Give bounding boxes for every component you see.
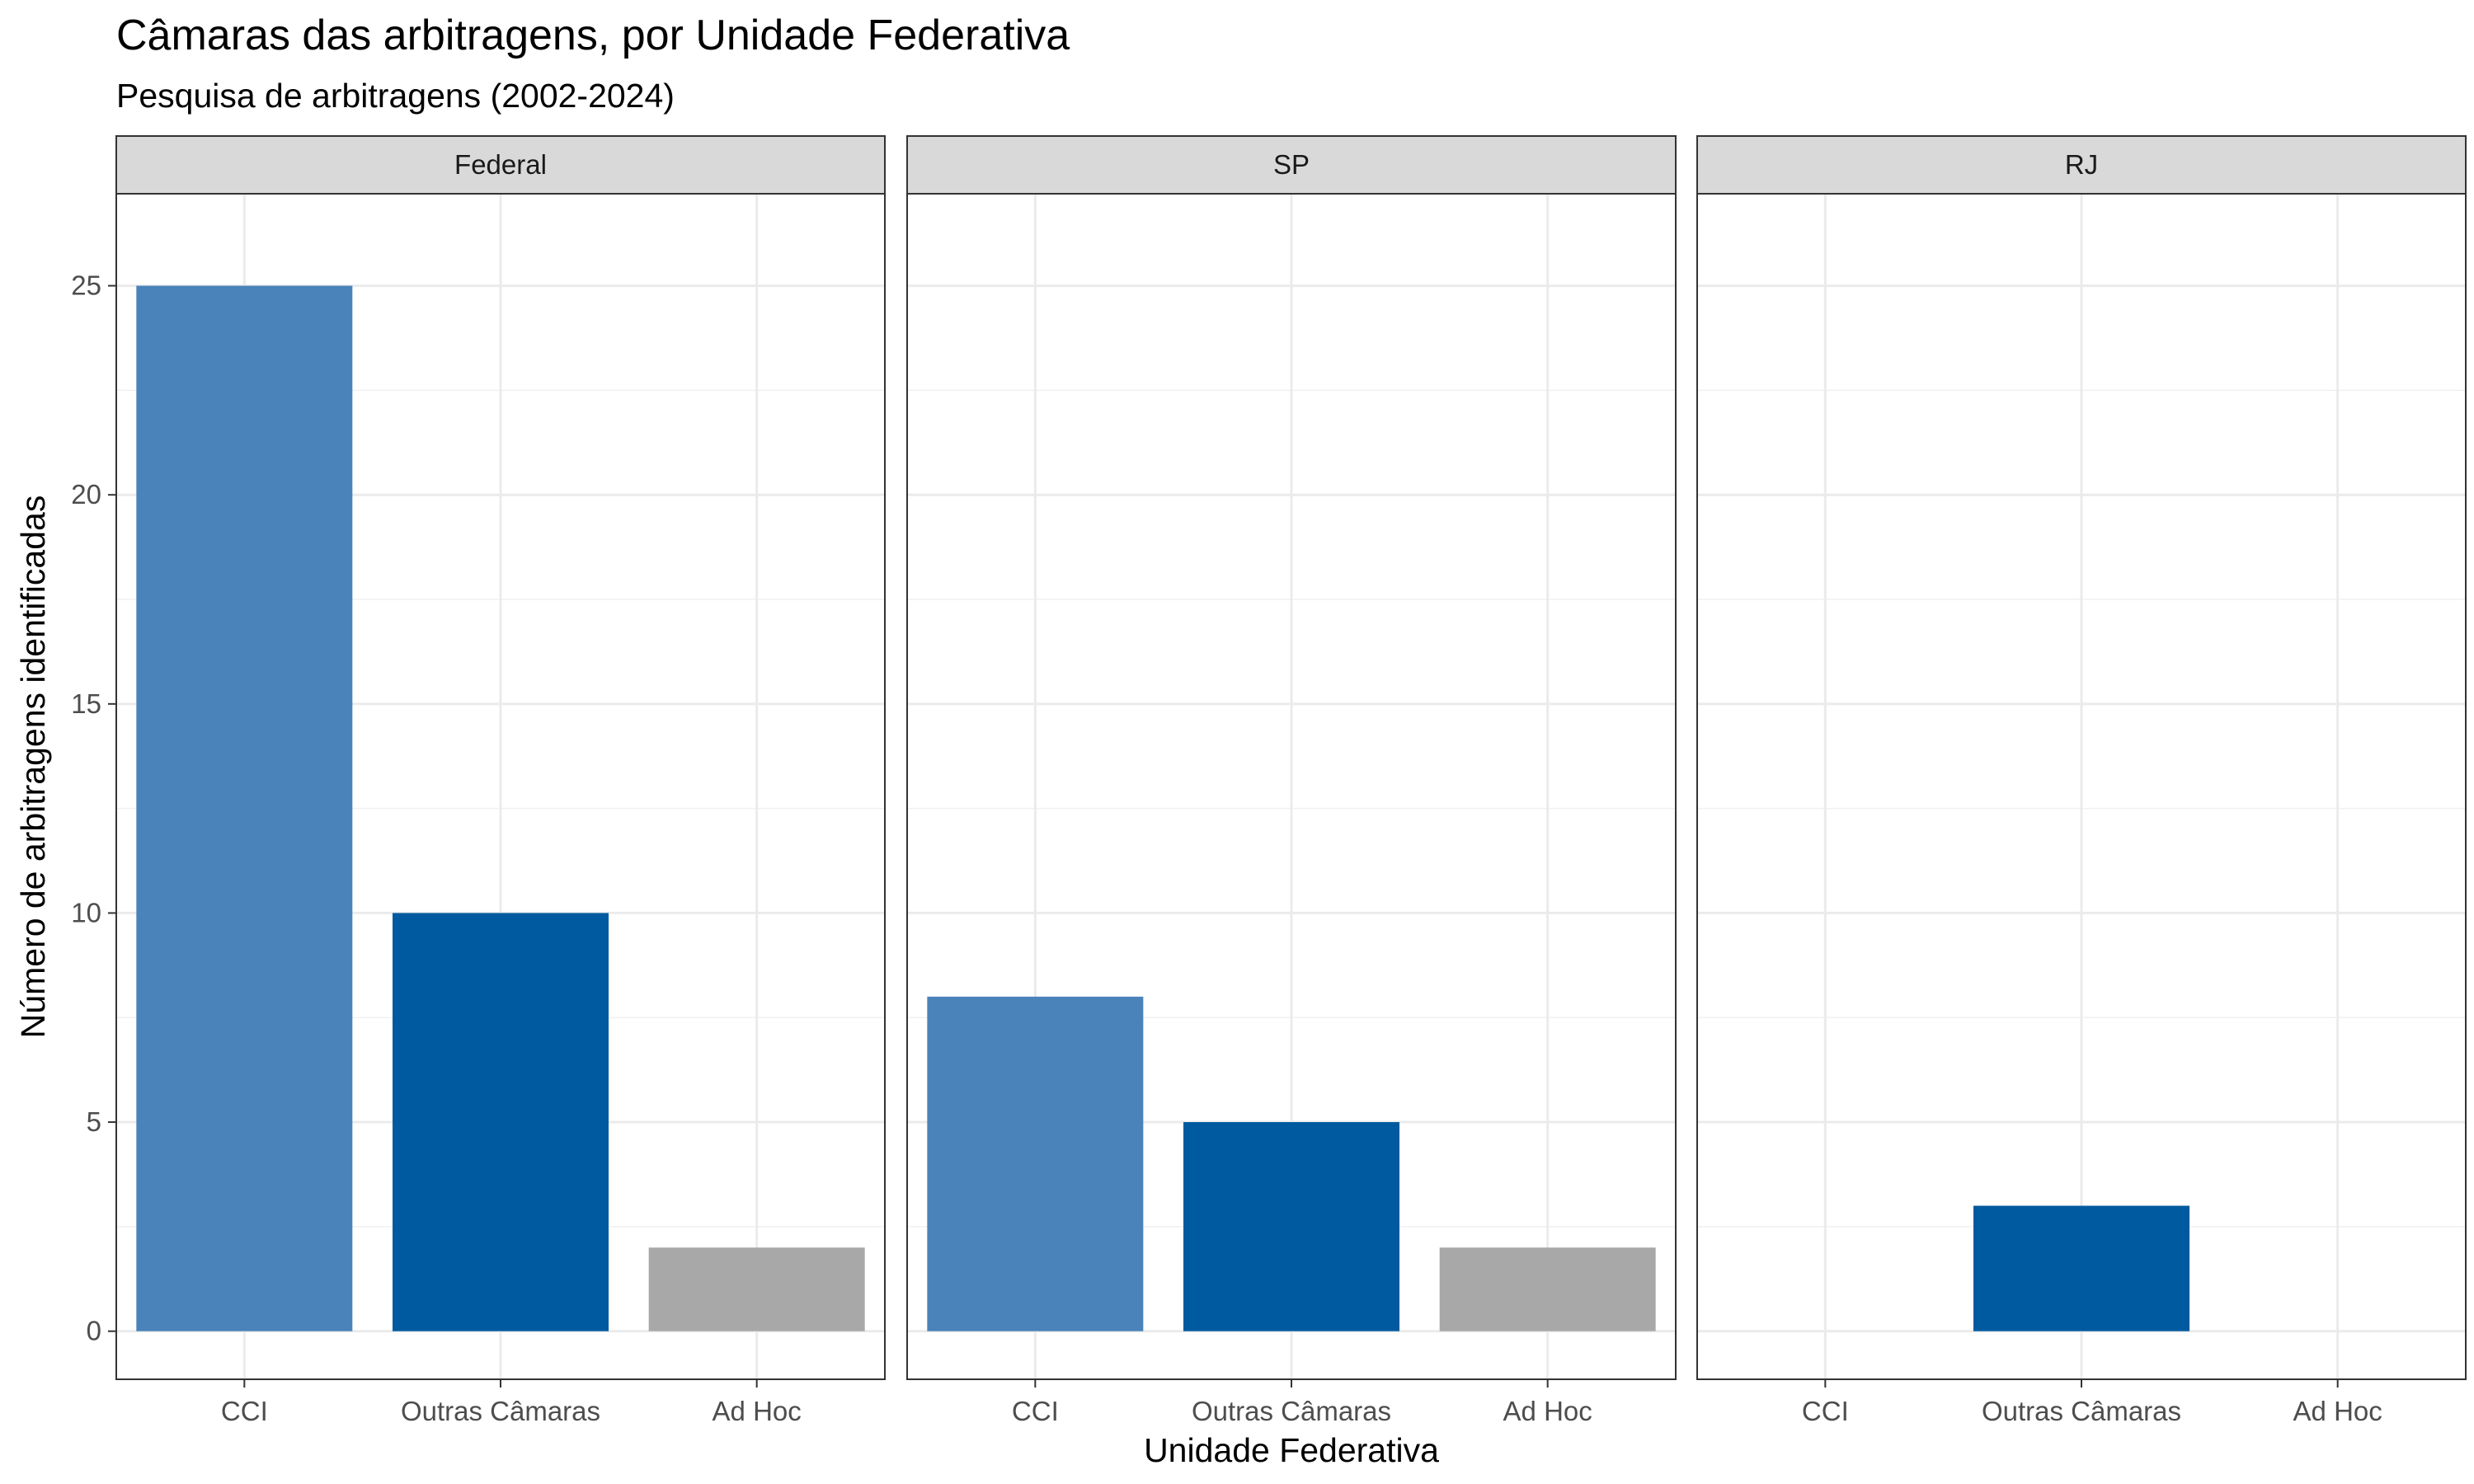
x-tick-label: Outras Câmaras [1982, 1396, 2181, 1426]
x-tick-label: Ad Hoc [713, 1396, 802, 1426]
x-tick-label: Ad Hoc [2293, 1396, 2382, 1426]
x-tick-label: CCI [1802, 1396, 1849, 1426]
bar-sp-ad-hoc [1439, 1247, 1656, 1331]
chart-subtitle: Pesquisa de arbitragens (2002-2024) [116, 77, 675, 115]
y-axis-title: Número de arbitragens identificadas [14, 495, 52, 1039]
facet-panels: Federal CCI Outras Câmaras Ad Hoc 0 5 10 15 20 25… [71, 135, 2467, 1426]
bar-sp-outras-c-maras [1183, 1122, 1399, 1331]
chart-title: Câmaras das arbitragens, por Unidade Fed… [116, 12, 1070, 59]
facet-panel-federal: Federal CCI Outras Câmaras Ad Hoc 0 5 10 15 20 25 [71, 135, 886, 1426]
strip-background [1696, 135, 2467, 195]
y-tick-label: 15 [71, 688, 101, 719]
y-tick-label: 20 [71, 479, 101, 510]
facet-panel-sp: SP CCI Outras Câmaras Ad Hoc [906, 135, 1677, 1426]
bar-federal-ad-hoc [648, 1247, 865, 1331]
x-tick-label: CCI [1012, 1396, 1059, 1426]
x-tick-label: Outras Câmaras [401, 1396, 600, 1426]
y-tick-label: 10 [71, 897, 101, 928]
x-tick-label: Ad Hoc [1503, 1396, 1592, 1426]
bar-federal-outras-c-maras [393, 913, 609, 1331]
strip-background [906, 135, 1677, 195]
facet-label: SP [1273, 149, 1310, 180]
strip-background [115, 135, 886, 195]
bar-federal-cci [136, 285, 353, 1331]
y-tick-label: 5 [87, 1106, 101, 1137]
facet-panel-rj: RJ CCI Outras Câmaras Ad Hoc [1696, 135, 2467, 1426]
x-tick-label: Outras Câmaras [1192, 1396, 1391, 1426]
x-tick-label: CCI [221, 1396, 268, 1426]
facet-label: Federal [454, 149, 547, 180]
facet-label: RJ [2065, 149, 2098, 180]
x-axis-title: Unidade Federativa [1144, 1431, 1439, 1469]
bar-sp-cci [927, 996, 1144, 1331]
y-tick-label: 25 [71, 270, 101, 301]
y-tick-label: 0 [87, 1316, 101, 1346]
bar-rj-outras-c-maras [1973, 1205, 2189, 1331]
